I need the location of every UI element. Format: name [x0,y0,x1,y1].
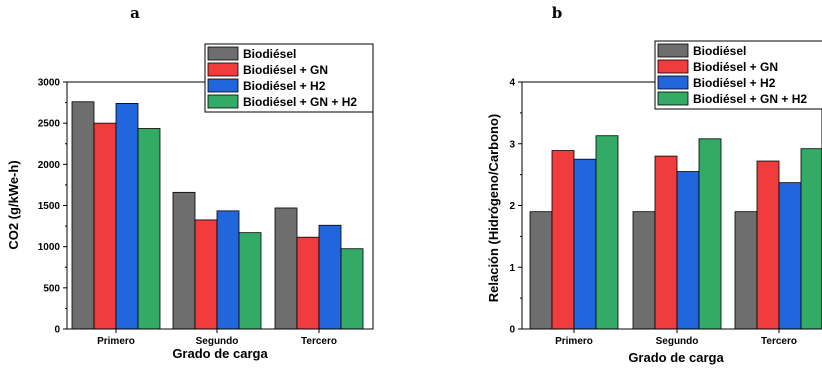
bar-a-primero-s4 [137,128,161,330]
y-tick-label: 1000 [38,242,61,253]
y-tick-label: 2 [509,201,515,212]
legend-swatch [207,46,239,61]
legend-label: Biodiésel + GN + H2 [693,92,807,106]
bar-a-segundo-s4 [238,232,262,330]
bar-b-tercero-s3 [778,182,802,330]
legend-swatch [657,91,689,106]
legend-swatch [657,59,689,74]
legend-swatch [657,75,689,90]
legend-label: Biodiésel + H2 [693,76,776,90]
legend-label: Biodiésel + GN + H2 [243,95,357,109]
x-axis-b: Primero Segundo Tercero [555,329,797,347]
bar-a-tercero-s3 [318,224,342,330]
bar-b-segundo-s1 [632,211,656,330]
bar-b-primero-s3 [573,158,597,330]
y-tick-label: 3 [509,139,515,150]
legend-a: Biodiésel Biodiésel + GN Biodiésel + H2 Bio… [204,43,374,113]
bar-a-primero-s1 [71,101,95,330]
y-tick-label: 2000 [38,160,61,171]
chart-a: a 0 500 1000 1500 2000 2500 3000 Primero Segund… [6,4,374,361]
bar-b-tercero-s4 [800,148,822,330]
x-axis-a: Primero Segundo Tercero [97,329,337,347]
bar-b-tercero-s2 [756,160,780,330]
legend-swatch [657,43,689,58]
bar-b-segundo-s3 [676,171,700,330]
bars-b [529,135,822,330]
panel-label-a: a [130,4,140,22]
y-axis-title-b: Relación (Hidrógeno/Carbono) [486,114,501,303]
bar-a-tercero-s2 [296,236,320,330]
x-axis-title-a: Grado de carga [172,346,268,361]
y-tick-label: 3000 [38,78,61,89]
x-tick-label: Primero [97,336,135,347]
panel-label-b: b [552,4,563,22]
bar-b-primero-s2 [551,150,575,330]
bar-a-segundo-s3 [216,210,240,330]
x-tick-label: Segundo [196,336,239,347]
y-axis-a: 0 500 1000 1500 2000 2500 3000 [38,78,67,336]
legend-label: Biodiésel + GN [243,63,328,77]
legend-label: Biodiésel [693,44,746,58]
chart-b: b 0 1 2 3 4 Primero Segundo Tercero Relación (… [486,4,822,365]
y-tick-label: 2500 [38,119,61,130]
legend-label: Biodiésel + GN [693,60,778,74]
y-tick-label: 0 [54,325,60,336]
bar-b-primero-s1 [529,211,553,330]
y-tick-label: 4 [509,78,515,89]
legend-label: Biodiésel [243,47,296,61]
bar-a-primero-s2 [93,122,117,330]
bars-a [71,101,364,330]
bar-b-segundo-s4 [698,138,722,330]
y-tick-label: 500 [43,283,60,294]
legend-swatch [207,62,239,77]
legend-b: Biodiésel Biodiésel + GN Biodiésel + H2 Bio… [654,40,822,110]
legend-swatch [207,94,239,109]
legend-swatch [207,78,239,93]
bar-a-primero-s3 [115,103,139,330]
bar-b-primero-s4 [595,135,619,330]
x-tick-label: Segundo [656,336,699,347]
y-axis-title-a: CO2 (g/kWe-h) [6,160,21,249]
bar-b-tercero-s1 [734,211,758,330]
bar-a-tercero-s1 [274,207,298,330]
y-tick-label: 1 [509,263,515,274]
y-tick-label: 1500 [38,201,61,212]
legend-label: Biodiésel + H2 [243,79,326,93]
x-tick-label: Tercero [761,336,797,347]
bar-b-segundo-s2 [654,155,678,330]
x-tick-label: Primero [555,336,593,347]
y-axis-b: 0 1 2 3 4 [509,78,522,336]
bar-a-segundo-s1 [172,191,196,330]
bar-a-tercero-s4 [340,248,364,330]
x-axis-title-b: Grado de carga [628,350,724,365]
x-tick-label: Tercero [301,336,337,347]
y-tick-label: 0 [509,325,515,336]
bar-a-segundo-s2 [194,219,218,330]
